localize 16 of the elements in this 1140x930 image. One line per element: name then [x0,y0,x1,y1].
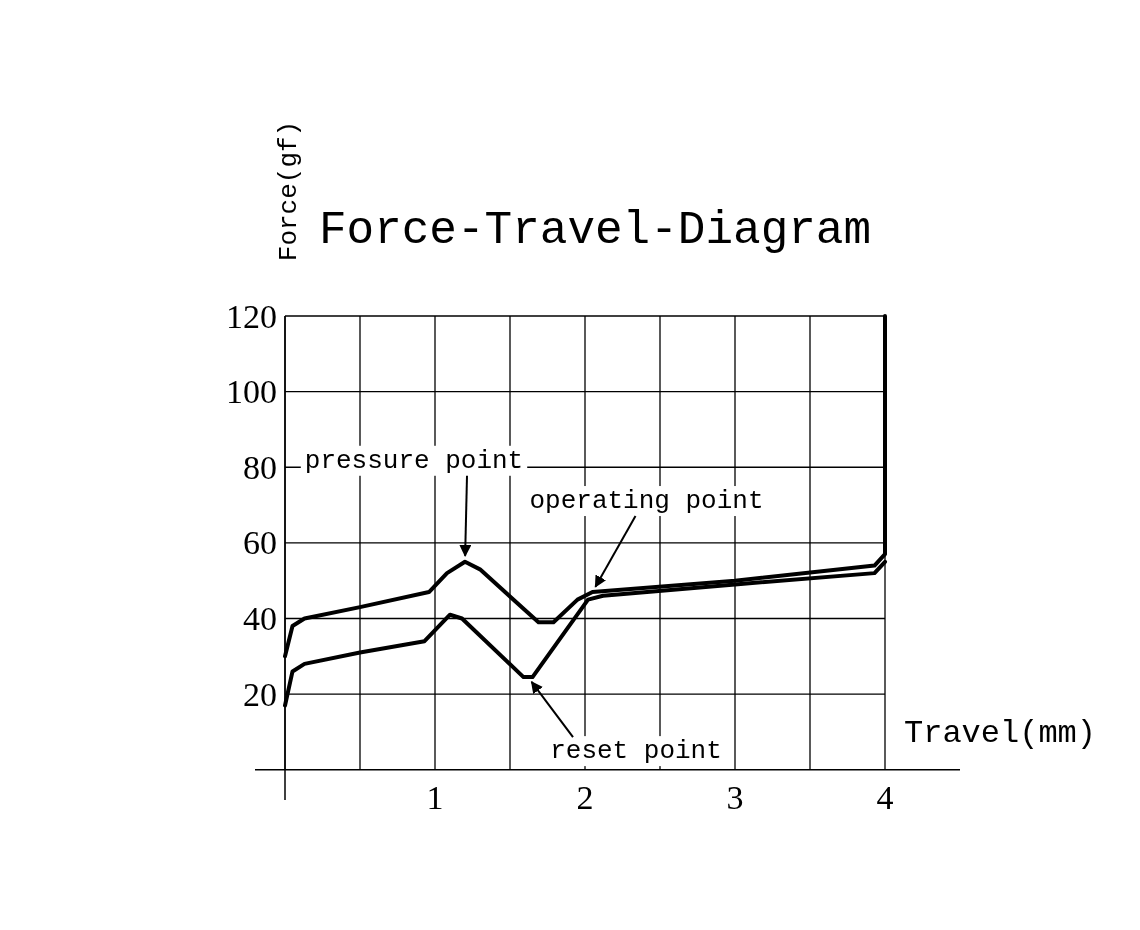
y-tick-label: 60 [243,524,277,562]
x-tick-label: 1 [426,779,444,817]
y-tick-label: 40 [243,600,277,637]
y-tick-label: 80 [243,448,277,486]
y-tick-label: 20 [243,675,277,713]
annotation: operating point [529,486,764,517]
x-tick-label: 3 [726,779,744,817]
y-axis-title: Force(gf) [274,120,304,262]
x-axis-title: Travel(mm) [903,714,1097,752]
annotation: reset point [550,736,722,767]
x-tick-label: 2 [576,779,594,817]
chart-title: Force-Travel-Diagram [318,205,872,257]
annotation: pressure point [304,445,524,476]
x-tick-label: 4 [876,779,894,817]
y-tick-label: 120 [226,297,277,335]
y-tick-label: 100 [226,373,277,411]
